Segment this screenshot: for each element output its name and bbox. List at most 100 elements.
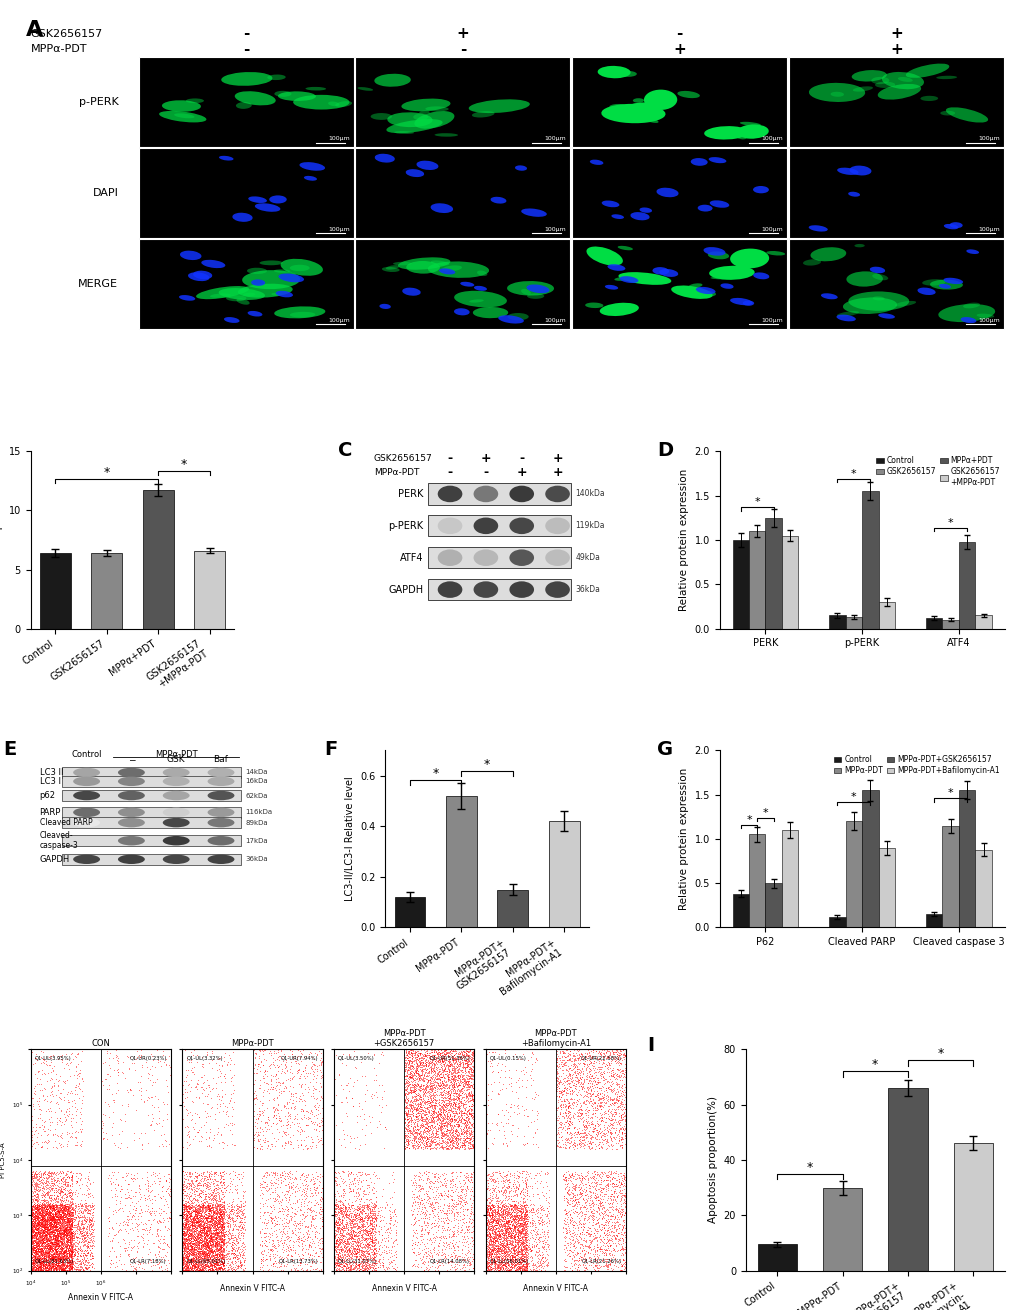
Point bbox=[596, 1069, 612, 1090]
Point bbox=[195, 1242, 211, 1263]
Point bbox=[311, 1055, 327, 1076]
Point bbox=[438, 1112, 454, 1133]
Point bbox=[195, 1197, 211, 1218]
Point bbox=[187, 1247, 204, 1268]
Point bbox=[419, 1134, 435, 1155]
Point bbox=[194, 1205, 210, 1226]
Point bbox=[212, 1212, 228, 1233]
Point bbox=[58, 1241, 74, 1262]
Point bbox=[341, 1259, 358, 1280]
Point bbox=[61, 1243, 77, 1264]
Point bbox=[606, 1123, 623, 1144]
Point bbox=[37, 1187, 53, 1208]
Point bbox=[34, 1250, 50, 1271]
Point bbox=[442, 1138, 459, 1159]
Point bbox=[407, 1039, 423, 1060]
Point bbox=[282, 1238, 299, 1259]
Point bbox=[409, 1187, 425, 1208]
Point bbox=[22, 1231, 39, 1252]
Point bbox=[35, 1222, 51, 1243]
Point bbox=[445, 1237, 462, 1258]
Point bbox=[442, 1078, 459, 1099]
Point bbox=[479, 1189, 495, 1210]
Point bbox=[174, 1258, 191, 1279]
Point bbox=[444, 1066, 461, 1087]
Point bbox=[38, 1178, 54, 1199]
Point bbox=[534, 1252, 550, 1273]
Point bbox=[189, 1234, 205, 1255]
Point bbox=[591, 1095, 607, 1116]
Point bbox=[176, 1233, 193, 1254]
Point bbox=[417, 1091, 433, 1112]
Point bbox=[440, 1093, 457, 1114]
Point bbox=[593, 1217, 609, 1238]
Point bbox=[57, 1162, 73, 1183]
Point bbox=[201, 1224, 217, 1244]
Point bbox=[63, 1201, 79, 1222]
Point bbox=[529, 1244, 545, 1265]
Point bbox=[558, 1132, 575, 1153]
Point bbox=[38, 1224, 54, 1244]
Point bbox=[359, 1205, 375, 1226]
Point bbox=[303, 1169, 319, 1189]
Point bbox=[186, 1251, 203, 1272]
Point bbox=[40, 1248, 56, 1269]
Point bbox=[46, 1203, 62, 1224]
Point bbox=[182, 1203, 199, 1224]
Point bbox=[179, 1256, 196, 1277]
Point bbox=[487, 1217, 503, 1238]
Point bbox=[296, 1230, 312, 1251]
Point bbox=[38, 1225, 54, 1246]
Point bbox=[406, 1237, 422, 1258]
Point bbox=[275, 1123, 291, 1144]
Point bbox=[330, 1224, 346, 1244]
Point bbox=[62, 1162, 78, 1183]
Point bbox=[206, 1256, 222, 1277]
Point bbox=[196, 1252, 212, 1273]
Point bbox=[496, 1238, 513, 1259]
Point bbox=[332, 1254, 348, 1275]
Point bbox=[211, 1248, 227, 1269]
Point bbox=[561, 1233, 578, 1254]
Point bbox=[226, 1242, 243, 1263]
Point bbox=[29, 1247, 45, 1268]
Point bbox=[214, 1247, 230, 1268]
Point bbox=[177, 1196, 194, 1217]
Point bbox=[614, 1239, 631, 1260]
Ellipse shape bbox=[708, 266, 754, 280]
Point bbox=[123, 1169, 140, 1189]
Point bbox=[63, 1125, 79, 1146]
Point bbox=[602, 1171, 619, 1192]
Point bbox=[326, 1235, 342, 1256]
Point bbox=[614, 1066, 631, 1087]
Point bbox=[271, 1045, 287, 1066]
Point bbox=[22, 1203, 39, 1224]
Point bbox=[551, 1136, 568, 1157]
Point bbox=[498, 1231, 515, 1252]
Point bbox=[212, 1200, 228, 1221]
Point bbox=[585, 1200, 601, 1221]
Point bbox=[257, 1226, 273, 1247]
Point bbox=[411, 1087, 427, 1108]
Point bbox=[599, 1078, 615, 1099]
Point bbox=[554, 1094, 571, 1115]
Point bbox=[152, 1229, 168, 1250]
Point bbox=[428, 1051, 444, 1072]
Point bbox=[307, 1119, 323, 1140]
Point bbox=[593, 1186, 609, 1207]
Point bbox=[442, 1089, 459, 1110]
Point bbox=[65, 1049, 82, 1070]
Point bbox=[41, 1225, 57, 1246]
Point bbox=[194, 1243, 210, 1264]
Point bbox=[42, 1248, 58, 1269]
Point bbox=[174, 1216, 191, 1237]
Point bbox=[183, 1205, 200, 1226]
Point bbox=[58, 1248, 74, 1269]
Point bbox=[23, 1208, 40, 1229]
Point bbox=[61, 1212, 77, 1233]
Point bbox=[411, 1048, 427, 1069]
Point bbox=[575, 1074, 591, 1095]
Point bbox=[416, 1093, 432, 1114]
Point bbox=[327, 1227, 343, 1248]
Point bbox=[438, 1132, 454, 1153]
